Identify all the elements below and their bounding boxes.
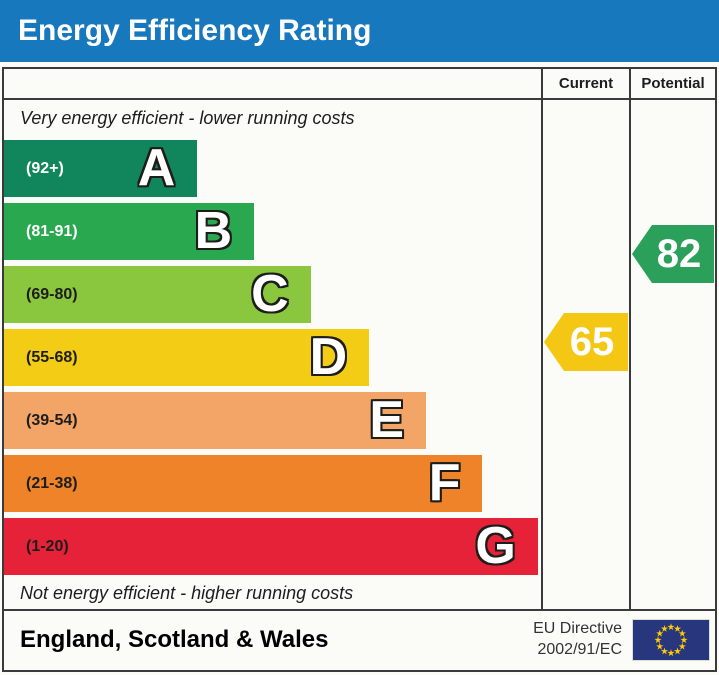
band-row: (21-38) F: [4, 452, 541, 515]
band-bar: (69-80) C: [4, 266, 311, 323]
current-column-header: Current: [541, 69, 629, 100]
rating-grid: Current Potential Very energy efficient …: [4, 69, 715, 609]
potential-column-header: Potential: [629, 69, 715, 100]
caption-inefficient: Not energy efficient - higher running co…: [20, 583, 354, 603]
header: Energy Efficiency Rating: [0, 0, 719, 62]
eu-directive-block: EU Directive 2002/91/EC: [533, 618, 710, 661]
potential-rating-value: 82: [656, 231, 702, 276]
band-letter: E: [369, 391, 405, 449]
band-row: (69-80) C: [4, 263, 541, 326]
band-letter: D: [309, 328, 348, 386]
region-label: England, Scotland & Wales: [20, 625, 329, 653]
band-row: (55-68) D: [4, 326, 541, 389]
current-rating-badge: 65: [544, 313, 628, 371]
page-title: Energy Efficiency Rating: [18, 14, 372, 47]
band-letter: G: [475, 517, 516, 575]
band-range-label: (81-91): [26, 222, 78, 240]
current-column: 65: [541, 100, 629, 609]
band-range-label: (21-38): [26, 474, 78, 492]
band-letter: B: [194, 202, 233, 260]
eu-directive-line1: EU Directive: [533, 619, 622, 637]
band-row: (39-54) E: [4, 389, 541, 452]
current-rating-value: 65: [569, 319, 615, 364]
eu-flag-icon: [632, 618, 710, 661]
band-letter: A: [137, 139, 176, 197]
potential-rating-badge: 82: [632, 225, 714, 283]
header-spacer-cell: [4, 69, 541, 100]
band-letter: C: [251, 265, 289, 323]
rating-table: Current Potential Very energy efficient …: [2, 67, 717, 672]
band-range-label: (69-80): [26, 285, 78, 303]
band-row: (81-91) B: [4, 200, 541, 263]
eu-directive-label: EU Directive 2002/91/EC: [533, 619, 622, 661]
band-bar: (1-20) G: [4, 518, 538, 575]
band-bar: (21-38) F: [4, 454, 483, 512]
band-bar: (39-54) E: [4, 391, 427, 449]
caption-efficient: Very energy efficient - lower running co…: [20, 108, 355, 128]
footer: England, Scotland & Wales EU Directive 2…: [4, 609, 715, 668]
band-range-label: (39-54): [26, 411, 78, 429]
band-bar: (92+) A: [4, 139, 198, 197]
potential-column: 82: [629, 100, 715, 609]
band-row: (92+) A: [4, 137, 541, 200]
band-range-label: (55-68): [26, 348, 78, 366]
band-row: (1-20) G: [4, 515, 541, 578]
band-bar: (81-91) B: [4, 202, 255, 260]
band-bar: (55-68) D: [4, 328, 370, 386]
band-letter: F: [428, 454, 461, 512]
bands: (92+) A (81-91) B (69-80) C (55-68) D (3…: [4, 137, 541, 578]
band-range-label: (1-20): [26, 537, 69, 555]
band-range-label: (92+): [26, 159, 64, 177]
eu-directive-line2: 2002/91/EC: [537, 640, 622, 658]
bands-area: Very energy efficient - lower running co…: [4, 100, 541, 609]
